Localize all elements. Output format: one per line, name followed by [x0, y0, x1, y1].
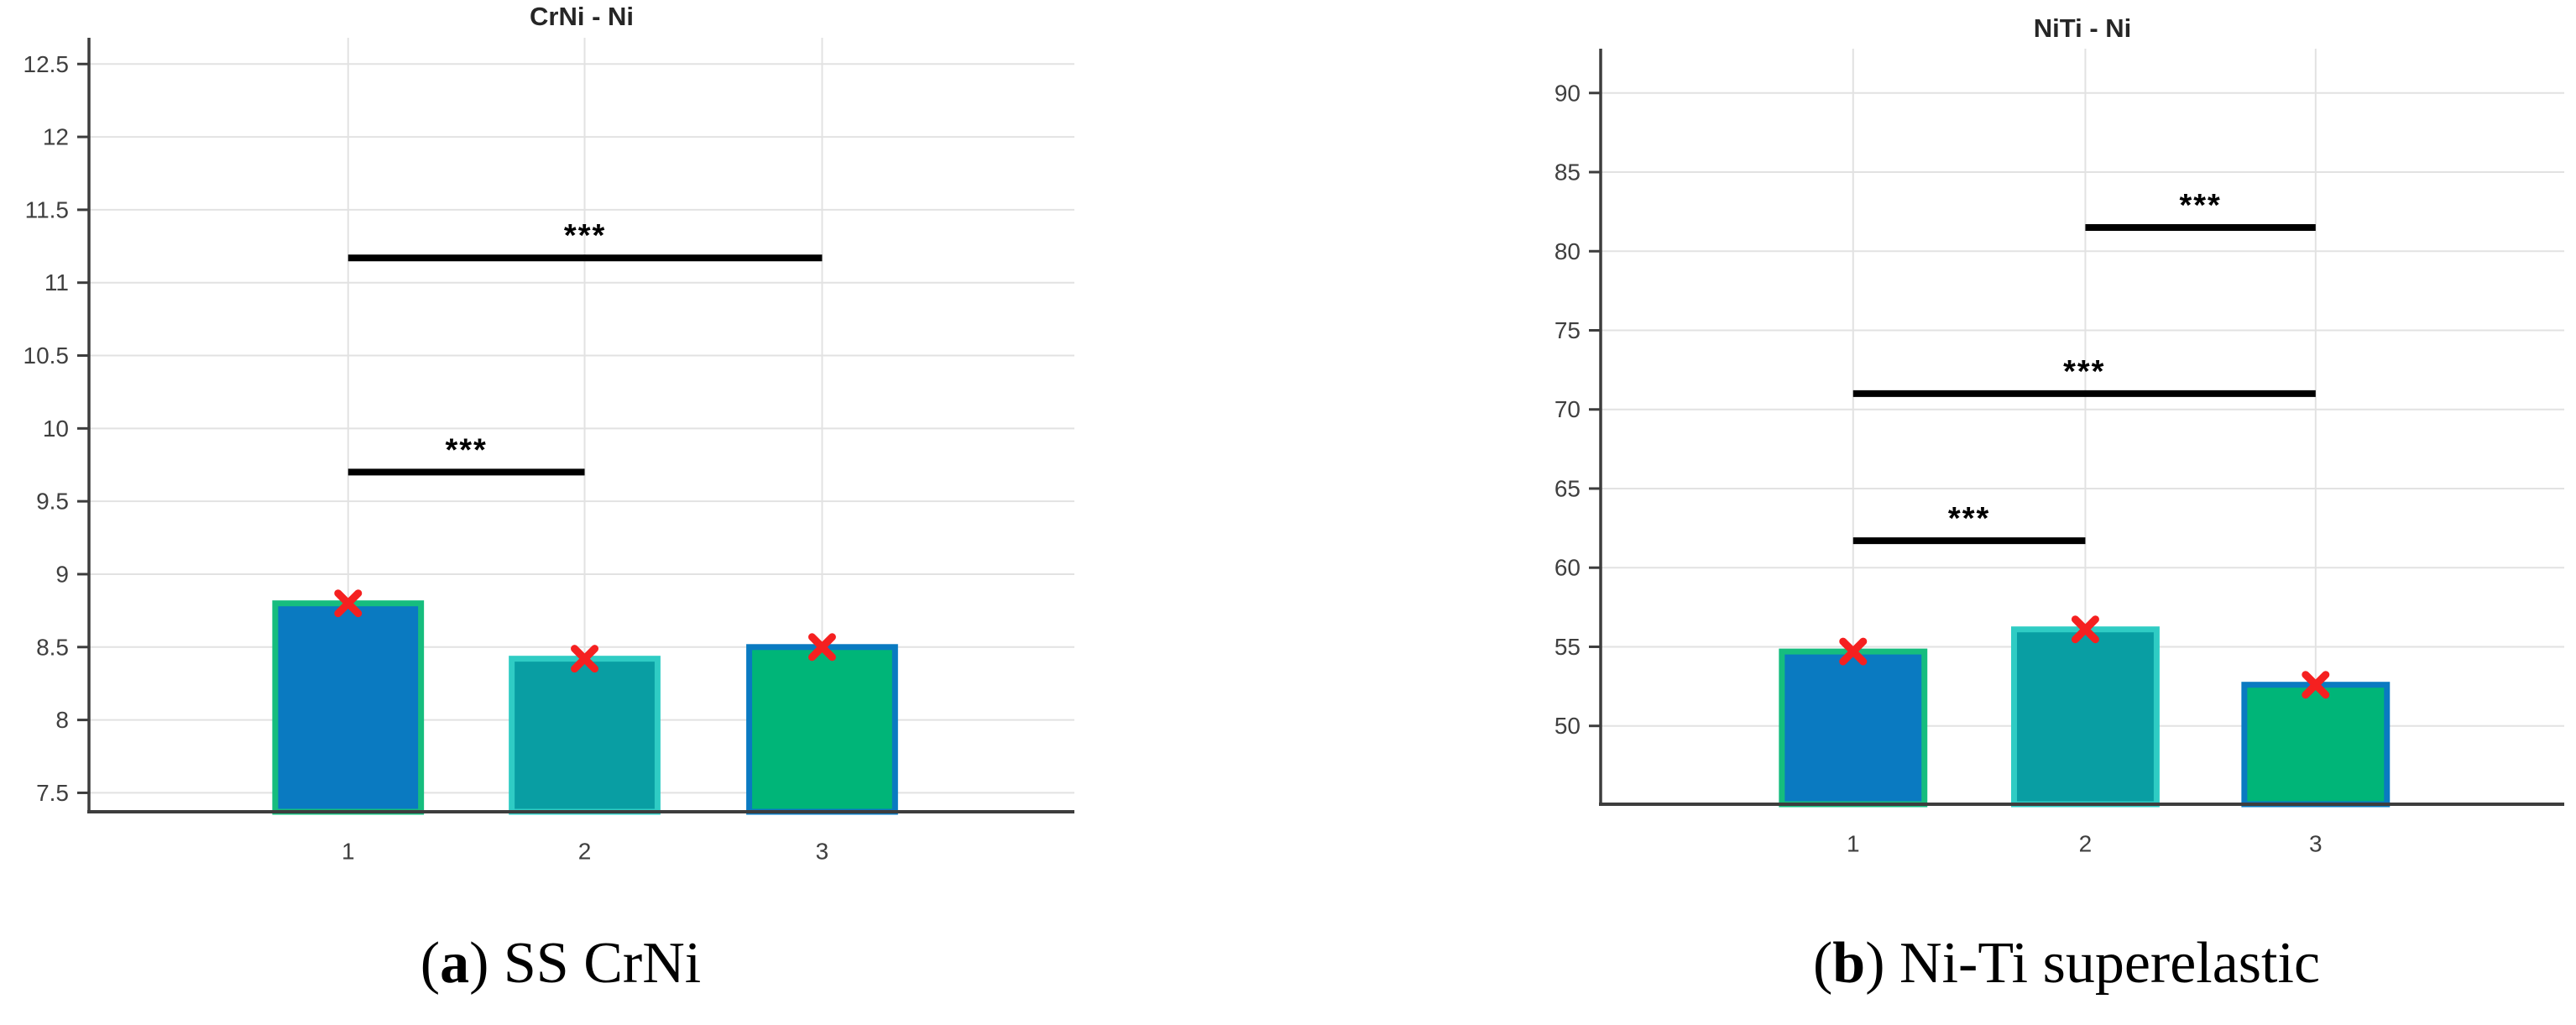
- x-marker-icon: [1839, 637, 1868, 666]
- significance-stars: ***: [1948, 501, 1990, 536]
- y-tick-label: 11: [44, 269, 69, 295]
- y-tick-label: 10: [43, 416, 69, 442]
- x-tick-label: 3: [2309, 831, 2323, 857]
- y-tick-label: 75: [1554, 317, 1581, 343]
- y-tick-label: 70: [1554, 396, 1581, 422]
- bar-3: [2241, 682, 2391, 808]
- y-tick-label: 7.5: [36, 780, 69, 806]
- y-tick-label: 60: [1554, 555, 1581, 581]
- x-marker-icon: [334, 589, 363, 618]
- y-tick-label: 50: [1554, 713, 1581, 739]
- y-tick-label: 90: [1554, 80, 1581, 106]
- bar-3: [746, 644, 898, 815]
- chart-b: 50 55 60 65 70 75 80 85 90 1 2 3 *** *** *** NiTi - Ni: [1554, 13, 2564, 857]
- y-tick-label: 55: [1554, 634, 1581, 660]
- x-tick-label: 2: [578, 839, 592, 865]
- caption-a-index: a: [440, 931, 470, 996]
- bar-2: [509, 656, 661, 815]
- x-tick-label: 1: [342, 839, 355, 865]
- y-tick-label: 8.5: [36, 634, 69, 660]
- significance-stars: ***: [2179, 188, 2221, 223]
- caption-a-open-paren: (: [420, 931, 441, 996]
- caption-b: (b) Ni-Ti superelastic: [1813, 930, 2320, 997]
- x-marker-icon: [571, 645, 599, 673]
- y-tick-label: 9.5: [36, 489, 69, 515]
- caption-b-index: b: [1832, 931, 1866, 996]
- x-marker-icon: [2302, 671, 2330, 699]
- caption-b-text: Ni-Ti superelastic: [1899, 931, 2321, 996]
- y-tick-label: 11.5: [25, 196, 69, 222]
- caption-b-close-paren: ): [1865, 931, 1900, 996]
- caption-b-open-paren: (: [1812, 931, 1833, 996]
- significance-stars: ***: [2063, 354, 2105, 390]
- y-tick-label: 12.5: [24, 51, 70, 77]
- y-tick-label: 65: [1554, 475, 1581, 501]
- y-tick-label: 85: [1554, 160, 1581, 186]
- y-tick-label: 80: [1554, 238, 1581, 264]
- x-marker-icon: [2071, 615, 2099, 644]
- bar-2: [2010, 626, 2160, 808]
- caption-a-text: SS CrNi: [503, 931, 702, 996]
- y-tick-label: 10.5: [24, 343, 70, 369]
- significance-stars: ***: [564, 218, 606, 254]
- bar-1: [1779, 648, 1928, 808]
- x-tick-label: 3: [816, 839, 829, 865]
- caption-a: (a) SS CrNi: [421, 930, 702, 997]
- chart-title: CrNi - Ni: [530, 2, 634, 31]
- x-tick-label: 1: [1847, 831, 1860, 857]
- significance-stars: ***: [445, 432, 487, 468]
- y-tick-label: 8: [55, 707, 69, 733]
- x-marker-icon: [807, 633, 836, 662]
- bar-1: [272, 600, 425, 815]
- caption-a-close-paren: ): [469, 931, 504, 996]
- y-tick-label: 9: [55, 561, 69, 587]
- chart-title: NiTi - Ni: [2034, 13, 2132, 43]
- y-tick-label: 12: [43, 124, 69, 150]
- x-tick-label: 2: [2079, 831, 2093, 857]
